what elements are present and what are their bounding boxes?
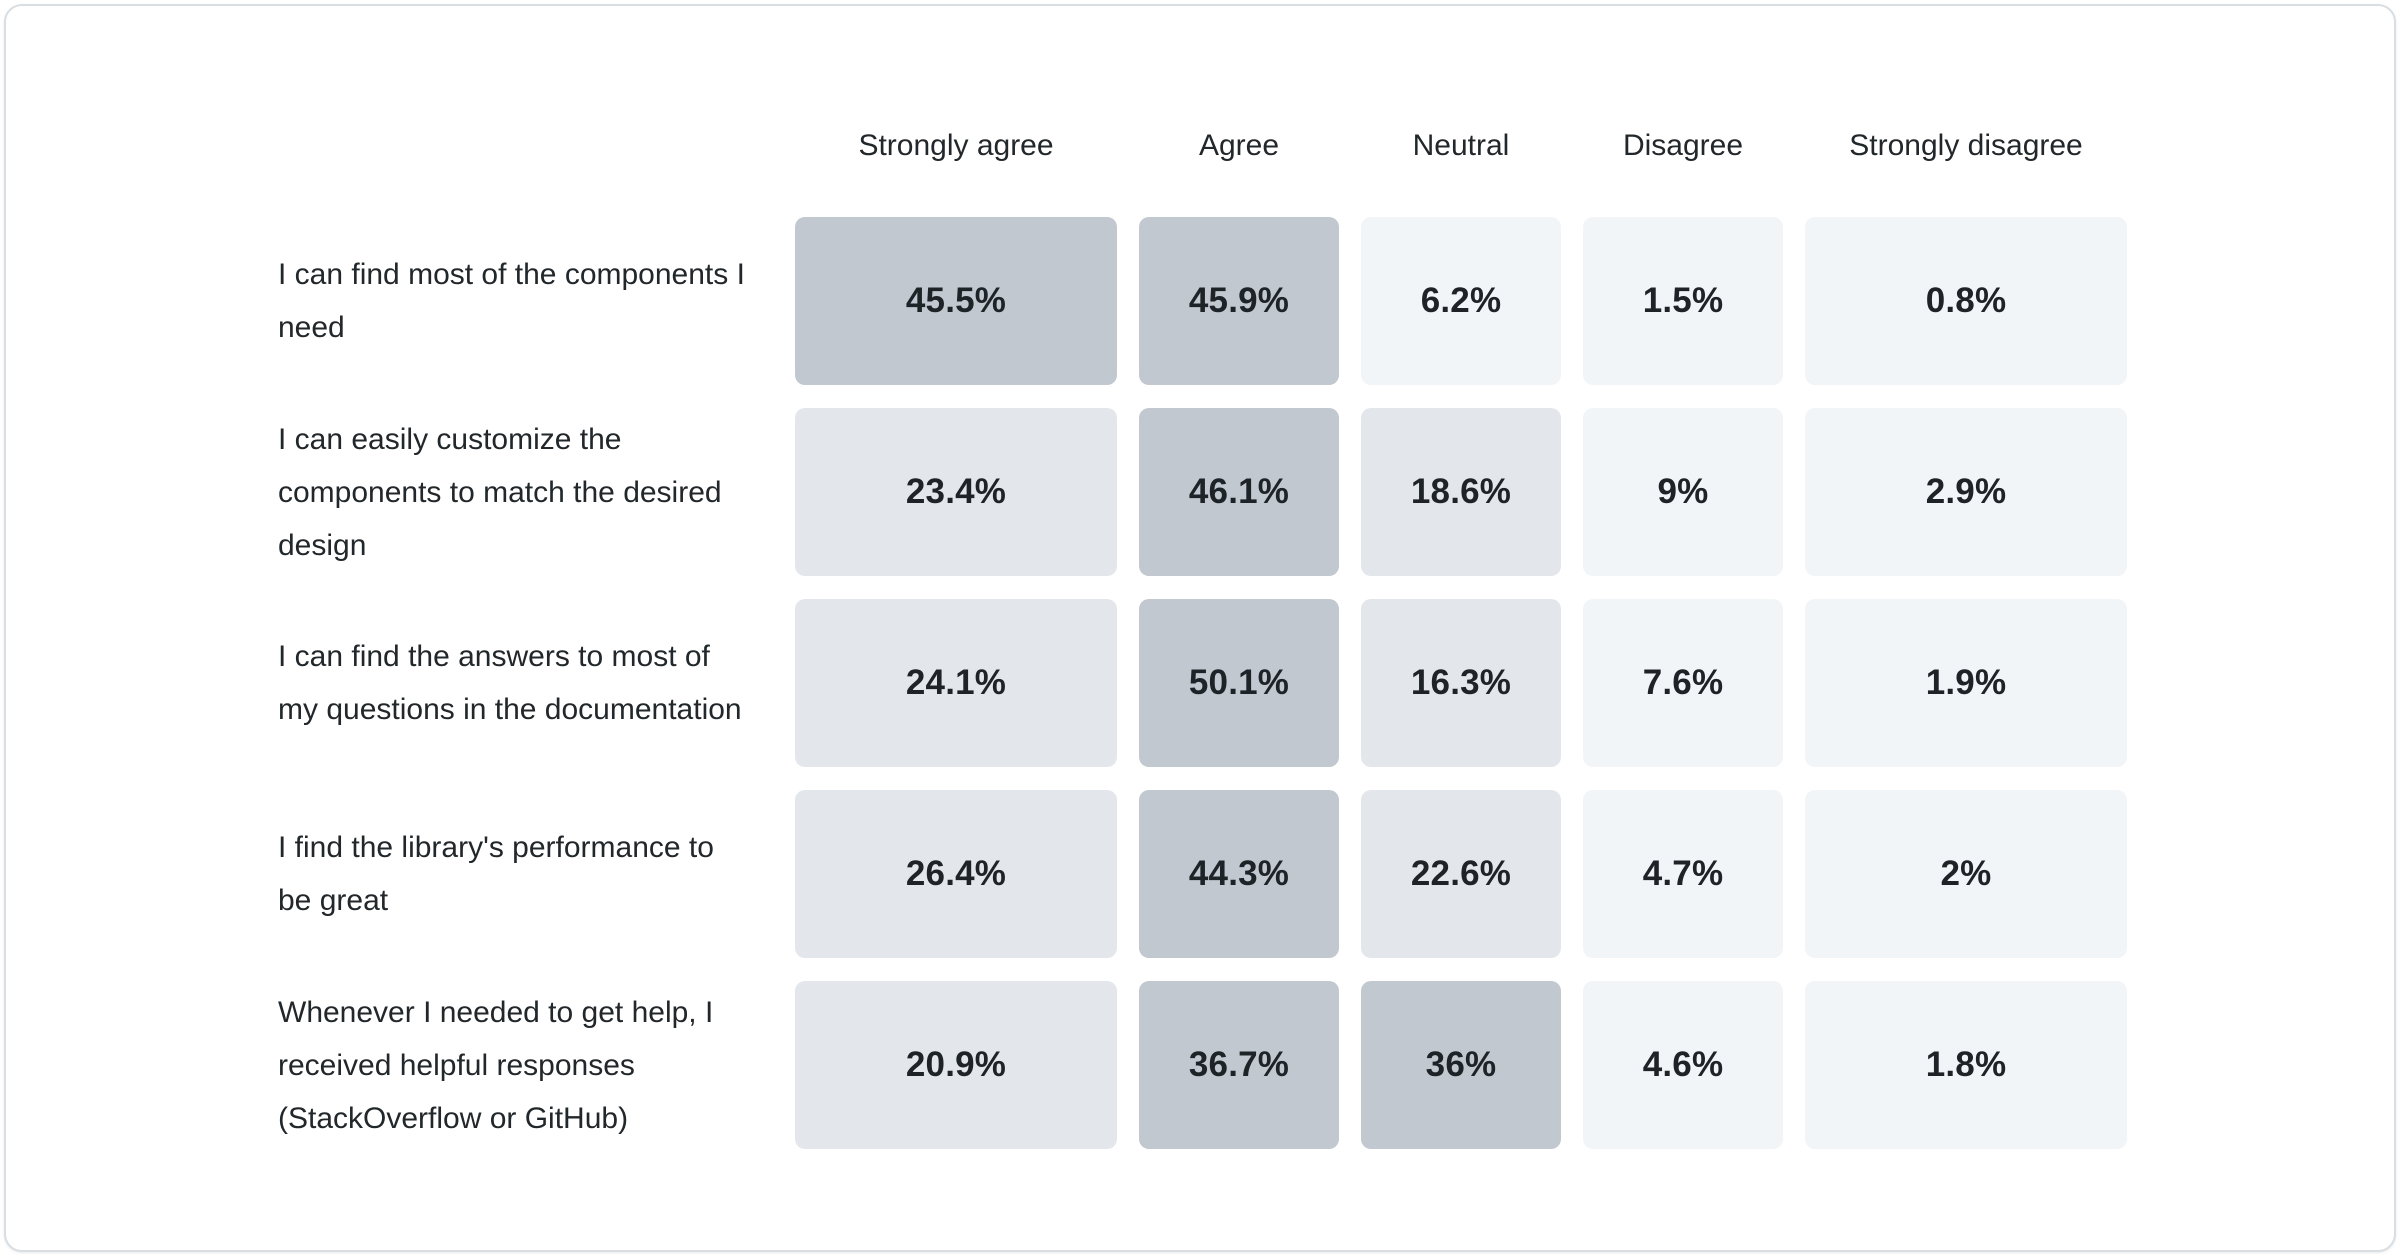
row-label: I find the library's performance to be g… [278, 831, 714, 917]
heatmap-cell: 16.3% [1361, 599, 1561, 767]
chart-card: Strongly agree Agree Neutral Disagree Strong… [4, 4, 2396, 1252]
heatmap-cell: 36.7% [1139, 981, 1339, 1149]
row-label: Whenever I needed to get help, I receive… [278, 995, 714, 1135]
heatmap-cell: 26.4% [795, 790, 1117, 958]
row-label: I can find most of the components I need [278, 258, 745, 344]
column-header-row: Strongly agree Agree Neutral Disagree Strong… [278, 116, 2127, 176]
heatmap-cell: 36% [1361, 981, 1561, 1149]
heatmap-cell: 45.5% [795, 217, 1117, 385]
heatmap-cell: 4.6% [1583, 981, 1783, 1149]
heatmap-cell: 7.6% [1583, 599, 1783, 767]
heatmap-cell: 2% [1805, 790, 2127, 958]
heatmap-cell: 1.8% [1805, 981, 2127, 1149]
heatmap-cell: 50.1% [1139, 599, 1339, 767]
header-spacer [278, 116, 773, 176]
column-header: Strongly agree [858, 129, 1054, 162]
heatmap-cell: 24.1% [795, 599, 1117, 767]
column-header: Agree [1198, 129, 1280, 162]
column-header: Neutral [1412, 129, 1510, 162]
heatmap-cell: 45.9% [1139, 217, 1339, 385]
heatmap-cell: 0.8% [1805, 217, 2127, 385]
heatmap-cell: 2.9% [1805, 408, 2127, 576]
heatmap-cell: 9% [1583, 408, 1783, 576]
row-label: I can easily customize the components to… [278, 422, 722, 562]
column-header: Disagree [1622, 129, 1744, 162]
heatmap-grid: I can find most of the components I need… [278, 217, 2127, 1149]
heatmap-cell: 23.4% [795, 408, 1117, 576]
heatmap-cell: 46.1% [1139, 408, 1339, 576]
heatmap-cell: 6.2% [1361, 217, 1561, 385]
heatmap-cell: 18.6% [1361, 408, 1561, 576]
heatmap-cell: 22.6% [1361, 790, 1561, 958]
heatmap-cell: 20.9% [795, 981, 1117, 1149]
heatmap-cell: 44.3% [1139, 790, 1339, 958]
heatmap-cell: 1.9% [1805, 599, 2127, 767]
heatmap-cell: 4.7% [1583, 790, 1783, 958]
column-header: Strongly disagree [1849, 129, 2083, 162]
row-label: I can find the answers to most of my que… [278, 640, 742, 726]
heatmap-cell: 1.5% [1583, 217, 1783, 385]
